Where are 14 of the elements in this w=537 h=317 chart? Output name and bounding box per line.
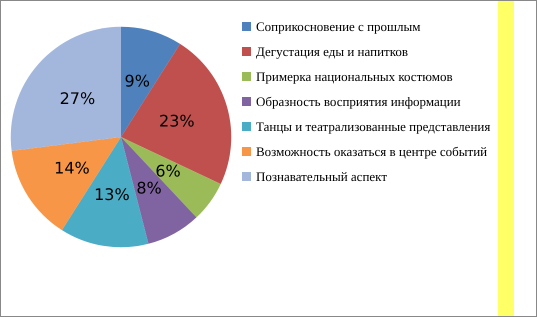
data-label: 6% — [155, 162, 181, 181]
data-label: 14% — [54, 158, 90, 178]
data-label: 9% — [124, 72, 150, 91]
legend-label: Образность восприятия информации — [256, 94, 461, 109]
legend-label: Танцы и театрализованные представления — [256, 119, 490, 134]
data-label: 13% — [94, 184, 130, 204]
legend-label: Примерка национальных костюмов — [256, 69, 453, 84]
legend-label: Дегустация еды и напитков — [256, 44, 408, 59]
legend-label: Возможность оказаться в центре событий — [256, 144, 488, 159]
legend-label: Познавательный аспект — [256, 169, 388, 184]
data-label: 23% — [159, 111, 195, 130]
data-label: 8% — [136, 178, 162, 198]
legend-label: Соприкосновение с прошлым — [256, 19, 420, 34]
data-label: 27% — [60, 89, 96, 108]
